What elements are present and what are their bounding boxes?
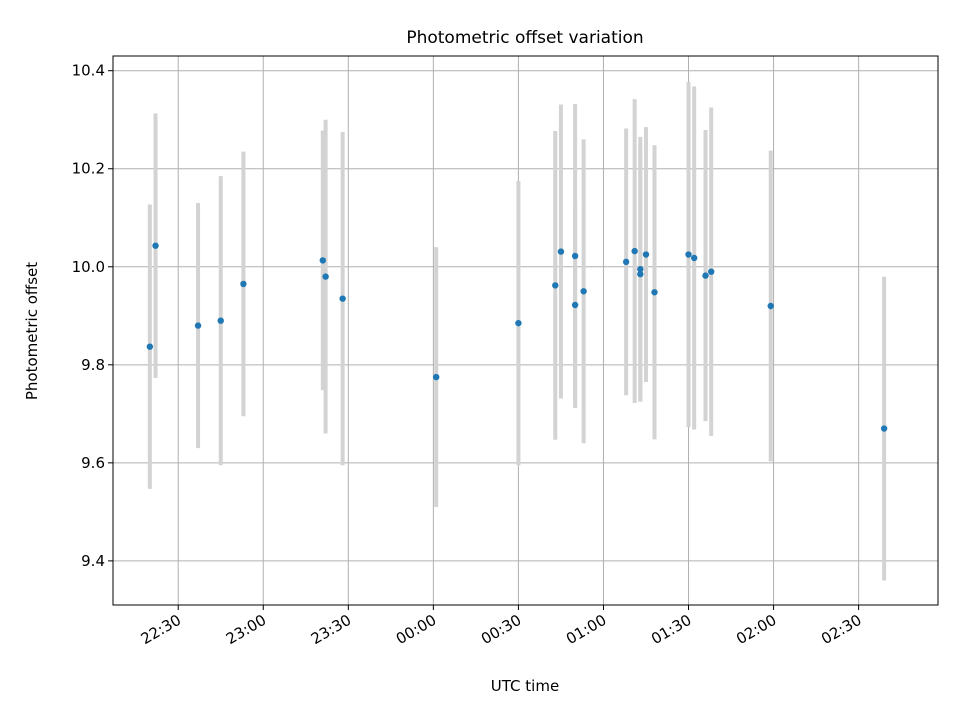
data-points [146,242,888,432]
data-point [319,257,326,264]
data-point [217,317,224,324]
data-point [685,251,692,258]
data-point [194,322,202,329]
y-tick-label: 9.6 [81,454,105,472]
data-point [557,248,565,255]
data-point [146,343,154,350]
data-point [880,425,888,432]
data-point [622,258,630,266]
chart-title: Photometric offset variation [406,28,643,48]
data-point [515,319,522,327]
data-point [552,282,559,289]
data-point [322,273,329,280]
x-axis-label: UTC time [491,677,559,695]
y-axis-ticks: 9.4 9.6 9.8 10.0 10.2 10.4 [72,62,113,570]
data-point [637,266,644,273]
data-point [432,373,440,381]
data-point [651,289,658,296]
data-point [702,272,709,279]
data-point [571,301,579,309]
y-axis-label: Photometric offset [23,262,41,400]
data-point [642,251,650,258]
data-point [631,247,638,255]
data-point [580,288,587,295]
data-point [571,252,579,260]
y-tick-label: 10.2 [72,160,105,178]
data-point [767,302,774,310]
y-tick-label: 9.4 [81,552,105,570]
data-point [690,254,698,262]
data-point [152,242,159,249]
data-point [707,268,715,275]
y-tick-label: 9.8 [81,356,105,374]
data-point [637,270,644,278]
data-point [240,280,247,288]
y-tick-label: 10.4 [72,62,105,80]
data-point [339,295,346,302]
y-tick-label: 10.0 [72,258,105,276]
plot-area-frame [112,55,939,606]
